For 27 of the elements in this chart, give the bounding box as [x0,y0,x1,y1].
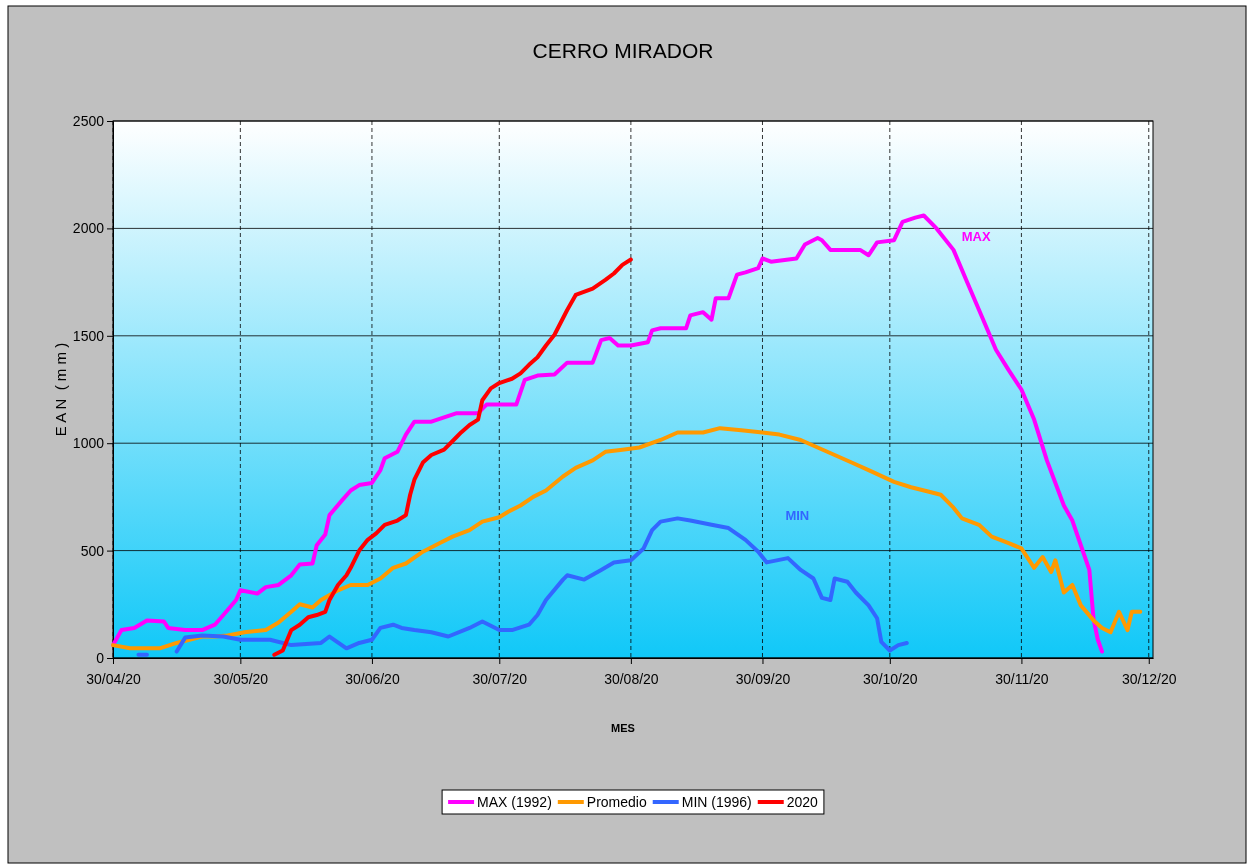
y-tick-label: 1500 [72,327,105,344]
legend-label: Promedio [586,793,647,810]
x-tick-label: 30/08/20 [604,670,659,687]
chart-title: CERRO MIRADOR [532,39,714,62]
x-tick-label: 30/09/20 [735,670,791,687]
line-series [272,257,633,657]
x-tick-label: 30/05/20 [213,670,269,687]
y-tick-label: 500 [80,542,105,559]
annotation: MIN [785,508,810,524]
legend-label: 2020 [786,793,819,810]
line-series [111,426,1143,651]
annotation: MAX [961,229,991,245]
y-tick-label: 0 [96,649,105,666]
x-tick-label: 30/11/20 [995,670,1049,687]
x-tick-label: 30/12/20 [1122,670,1177,687]
y-tick-label: 2500 [72,112,105,129]
x-tick-label: 30/07/20 [472,670,528,687]
x-axis-title: MES [611,722,635,734]
y-axis-title: E A N ( m m ) [52,342,69,437]
y-tick-label: 2000 [72,220,105,237]
legend-label: MAX (1992) [477,793,552,810]
line-series [111,213,1105,654]
x-tick-label: 30/10/20 [863,670,918,687]
x-tick-label: 30/04/20 [86,670,141,687]
y-tick-label: 1000 [72,435,105,452]
x-tick-label: 30/06/20 [345,670,400,687]
legend-label: MIN (1996) [681,793,752,810]
